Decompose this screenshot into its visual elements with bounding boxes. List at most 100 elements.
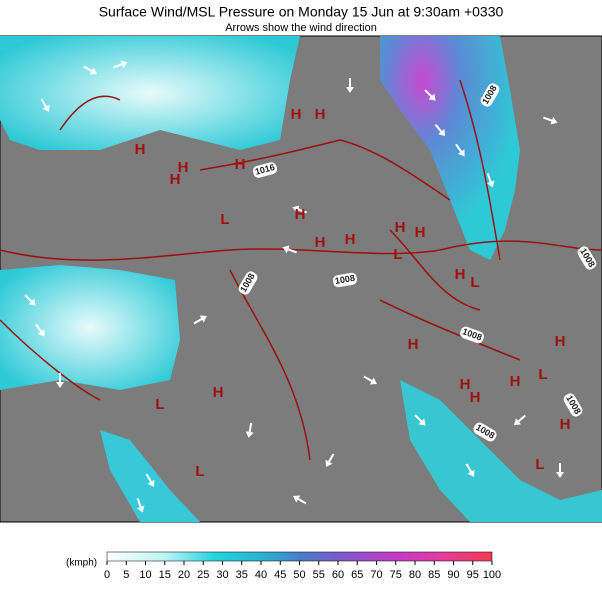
pressure-marker: H: [295, 206, 306, 223]
wind-arrow: [434, 123, 446, 137]
pressure-marker: L: [393, 246, 402, 263]
pressure-marker: H: [555, 333, 566, 350]
arrow-head: [467, 469, 475, 477]
pressure-marker: L: [220, 211, 229, 228]
wind-arrow: [556, 463, 564, 478]
arrow-head: [292, 205, 300, 214]
pressure-marker: L: [155, 396, 164, 413]
arrow-head: [556, 472, 564, 478]
color-scale: [106, 551, 493, 562]
wind-arrow: [292, 205, 307, 214]
arrow-head: [37, 329, 45, 337]
isobar-label-bg: [563, 393, 583, 417]
arrow-head: [56, 382, 64, 388]
pressure-marker: H: [235, 156, 246, 173]
isobar-label-box: 1016: [252, 162, 278, 178]
arrow-head: [513, 418, 522, 426]
legend-tick-label: 80: [409, 569, 421, 581]
wind-arrow: [245, 422, 254, 438]
wind-arrow: [193, 315, 207, 325]
arrow-head: [438, 128, 446, 137]
arrow-head: [147, 479, 155, 487]
arrow-head: [428, 93, 436, 101]
legend-tick-label: 0: [104, 569, 110, 581]
arrow-head: [42, 104, 50, 112]
legend-tick-label: 90: [447, 569, 459, 581]
wind-arrow: [113, 60, 128, 69]
arrow-head: [245, 431, 254, 438]
legend-tick-label: 100: [483, 569, 501, 581]
isobar-label-bg: [577, 246, 597, 270]
mediterranean: [0, 265, 180, 390]
map: [0, 35, 602, 523]
arrow-head: [28, 298, 36, 306]
wind-arrow: [145, 473, 155, 487]
arrow-head: [282, 245, 290, 254]
legend-tick-label: 75: [390, 569, 402, 581]
pressure-marker: H: [510, 373, 521, 390]
legend-tick-label: 15: [159, 569, 171, 581]
pressure-marker: H: [178, 159, 189, 176]
pressure-marker: H: [460, 376, 471, 393]
wind-arrow: [24, 294, 36, 306]
pressure-marker: L: [538, 366, 547, 383]
arrow-head: [486, 180, 495, 188]
pressure-marker: H: [291, 106, 302, 123]
subtitle: Arrows show the wind direction: [225, 22, 377, 34]
legend-tick-label: 35: [236, 569, 248, 581]
wind-arrow: [543, 116, 558, 125]
isobar-label-bg: [332, 272, 358, 288]
pressure-marker: H: [345, 231, 356, 248]
pressure-marker: H: [415, 224, 426, 241]
legend-tick-label: 25: [197, 569, 209, 581]
legend-tick-label: 55: [313, 569, 325, 581]
legend-tick-label: 45: [274, 569, 286, 581]
arrow-head: [136, 505, 145, 513]
arrow-head: [346, 87, 354, 93]
legend-tick-label: 70: [370, 569, 382, 581]
arrow-head: [457, 149, 465, 157]
arrow-head: [199, 315, 207, 323]
legend-unit: (kmph): [66, 558, 97, 569]
pressure-marker: H: [170, 171, 181, 188]
arrow-head: [89, 67, 97, 75]
wind-arrow: [83, 65, 97, 75]
pressure-marker: L: [535, 456, 544, 473]
isobar-label-box: 1008: [332, 272, 358, 288]
wind-arrow: [293, 495, 307, 505]
isobar-label-bg: [238, 271, 258, 295]
pressure-marker: H: [560, 416, 571, 433]
arrow-head: [120, 60, 128, 69]
wind-arrow: [282, 245, 297, 254]
wind-arrow: [136, 498, 145, 513]
legend-tick-label: 85: [428, 569, 440, 581]
pressure-marker: L: [195, 463, 204, 480]
isobar-label: 1008: [334, 273, 355, 286]
isobar-label-bg: [460, 326, 484, 344]
pressure-marker: H: [408, 336, 419, 353]
pressure-marker: H: [135, 141, 146, 158]
wind-arrow: [346, 78, 354, 93]
legend-tick-label: 30: [216, 569, 228, 581]
legend-tick-label: 95: [467, 569, 479, 581]
pressure-marker: H: [470, 389, 481, 406]
pressure-marker: H: [455, 266, 466, 283]
black-sea: [0, 36, 300, 150]
wind-arrow: [363, 375, 377, 385]
pressure-marker: H: [395, 219, 406, 236]
wind-arrow: [40, 98, 50, 112]
legend-tick-label: 10: [139, 569, 151, 581]
wind-arrow: [513, 414, 527, 426]
wind-arrow: [35, 323, 45, 337]
legend-tick-label: 5: [123, 569, 129, 581]
arrow-head: [293, 495, 301, 503]
wind-arrow: [486, 173, 495, 188]
persian-gulf: [400, 380, 602, 522]
pressure-marker: H: [315, 106, 326, 123]
isobar-label-bg: [252, 162, 278, 178]
isobar-label-bg: [473, 422, 497, 442]
wind-arrow: [424, 89, 436, 101]
legend-tick-label: 20: [178, 569, 190, 581]
isobar-label-box: 1008: [460, 326, 484, 344]
legend-tick-label: 40: [255, 569, 267, 581]
